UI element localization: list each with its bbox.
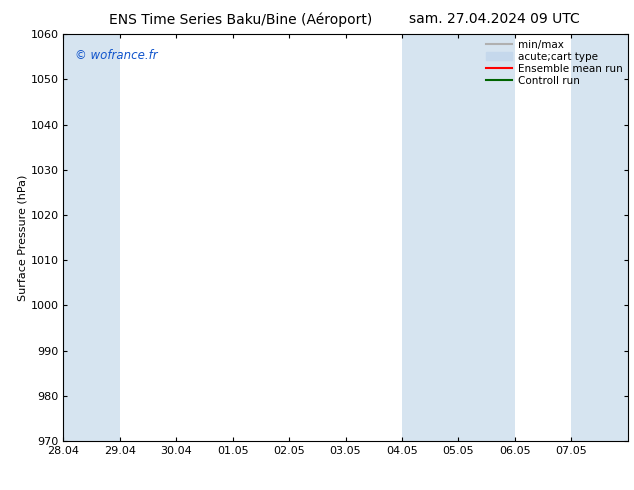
Text: © wofrance.fr: © wofrance.fr [75,49,157,62]
Bar [63,34,120,441]
Bar [402,34,515,441]
Legend: min/max, acute;cart type, Ensemble mean run, Controll run: min/max, acute;cart type, Ensemble mean … [486,40,623,86]
Text: sam. 27.04.2024 09 UTC: sam. 27.04.2024 09 UTC [409,12,580,26]
Bar [571,34,628,441]
Y-axis label: Surface Pressure (hPa): Surface Pressure (hPa) [18,174,28,301]
Text: ENS Time Series Baku/Bine (Aéroport): ENS Time Series Baku/Bine (Aéroport) [109,12,373,27]
